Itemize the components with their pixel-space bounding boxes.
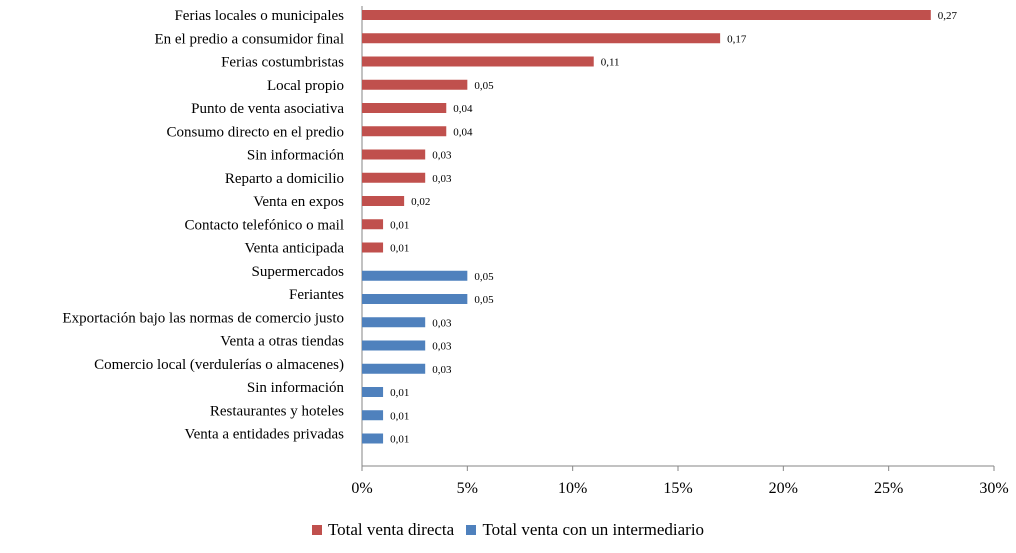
category-label: Punto de venta asociativa: [191, 101, 344, 117]
bar: [362, 33, 721, 44]
bar: [362, 219, 384, 230]
bar: [362, 79, 468, 90]
data-label: 0,01: [390, 434, 409, 446]
x-tick-label: 20%: [769, 480, 798, 497]
category-label: Supermercados: [252, 264, 345, 280]
data-label: 0,02: [411, 196, 430, 208]
bar: [362, 317, 426, 328]
legend-label-series-2: Total venta con un intermediario: [482, 520, 705, 539]
legend-item-series-1: Total venta directa: [311, 520, 455, 540]
data-label: 0,05: [474, 294, 494, 306]
bar: [362, 294, 468, 304]
data-label: 0,01: [390, 410, 409, 422]
category-label: Comercio local (verdulerías o almacenes): [94, 357, 344, 373]
bar: [362, 56, 594, 67]
x-tick-label: 30%: [979, 480, 1008, 497]
category-label: Venta anticipada: [244, 241, 344, 257]
bar: [362, 126, 447, 137]
data-label: 0,01: [390, 219, 409, 231]
legend-swatch-series-1: [311, 525, 322, 535]
category-label: Venta en expos: [253, 194, 344, 210]
bar: [362, 149, 426, 160]
category-label: Sin información: [247, 148, 345, 164]
category-label: Venta a entidades privadas: [184, 427, 344, 443]
data-label: 0,04: [453, 103, 473, 115]
category-label: Exportación bajo las normas de comercio …: [62, 310, 344, 326]
legend-swatch-series-2: [466, 525, 477, 535]
category-label: Venta a otras tiendas: [220, 334, 344, 350]
category-label: Contacto telefónico o mail: [184, 217, 344, 233]
data-label: 0,03: [432, 364, 452, 376]
bar: [362, 433, 384, 444]
data-label: 0,03: [432, 150, 452, 162]
legend-label-series-1: Total venta directa: [327, 520, 455, 539]
bars: [362, 10, 931, 444]
data-label: 0,01: [390, 387, 409, 399]
bar: [362, 196, 405, 206]
category-label: Reparto a domicilio: [225, 171, 344, 187]
bar: [362, 340, 426, 351]
category-label: En el predio a consumidor final: [154, 31, 344, 47]
data-label: 0,17: [727, 33, 747, 45]
data-label: 0,27: [938, 10, 958, 22]
category-labels: Ferias locales o municipales En el predio…: [62, 8, 344, 443]
data-label: 0,11: [601, 57, 620, 69]
data-labels: 0,270,170,110,050,040,040,030,030,020,01…: [390, 10, 957, 446]
bar: [362, 172, 426, 183]
legend: Total venta directa Total venta con un i…: [0, 520, 1016, 540]
category-label: Consumo directo en el predio: [167, 124, 344, 140]
data-label: 0,01: [390, 243, 409, 255]
bar: [362, 363, 426, 374]
legend-item-series-2: Total venta con un intermediario: [466, 520, 704, 540]
x-tick-label: 0%: [351, 480, 372, 497]
x-tick-labels: 0% 5% 10% 15% 20% 25% 30%: [351, 466, 1009, 497]
category-label: Ferias costumbristas: [221, 55, 344, 71]
bar: [362, 387, 384, 397]
data-label: 0,03: [432, 173, 452, 185]
category-label: Ferias locales o municipales: [174, 8, 344, 24]
category-label: Local propio: [267, 78, 344, 94]
category-label: Restaurantes y hoteles: [210, 403, 344, 419]
data-label: 0,03: [432, 317, 452, 329]
bar: [362, 10, 931, 20]
data-label: 0,05: [474, 80, 494, 92]
x-tick-label: 15%: [663, 480, 692, 497]
bar: [362, 410, 384, 421]
category-label: Feriantes: [289, 287, 344, 303]
x-tick-label: 10%: [558, 480, 587, 497]
x-tick-label: 5%: [457, 480, 478, 497]
bar: [362, 270, 468, 281]
data-label: 0,03: [432, 341, 452, 353]
data-label: 0,04: [453, 126, 473, 138]
bar: [362, 103, 447, 113]
data-label: 0,05: [474, 271, 494, 283]
bar-chart: Ferias locales o municipales En el predio…: [62, 6, 1009, 497]
category-label: Sin información: [247, 380, 345, 396]
bar: [362, 242, 384, 253]
x-tick-label: 25%: [874, 480, 903, 497]
